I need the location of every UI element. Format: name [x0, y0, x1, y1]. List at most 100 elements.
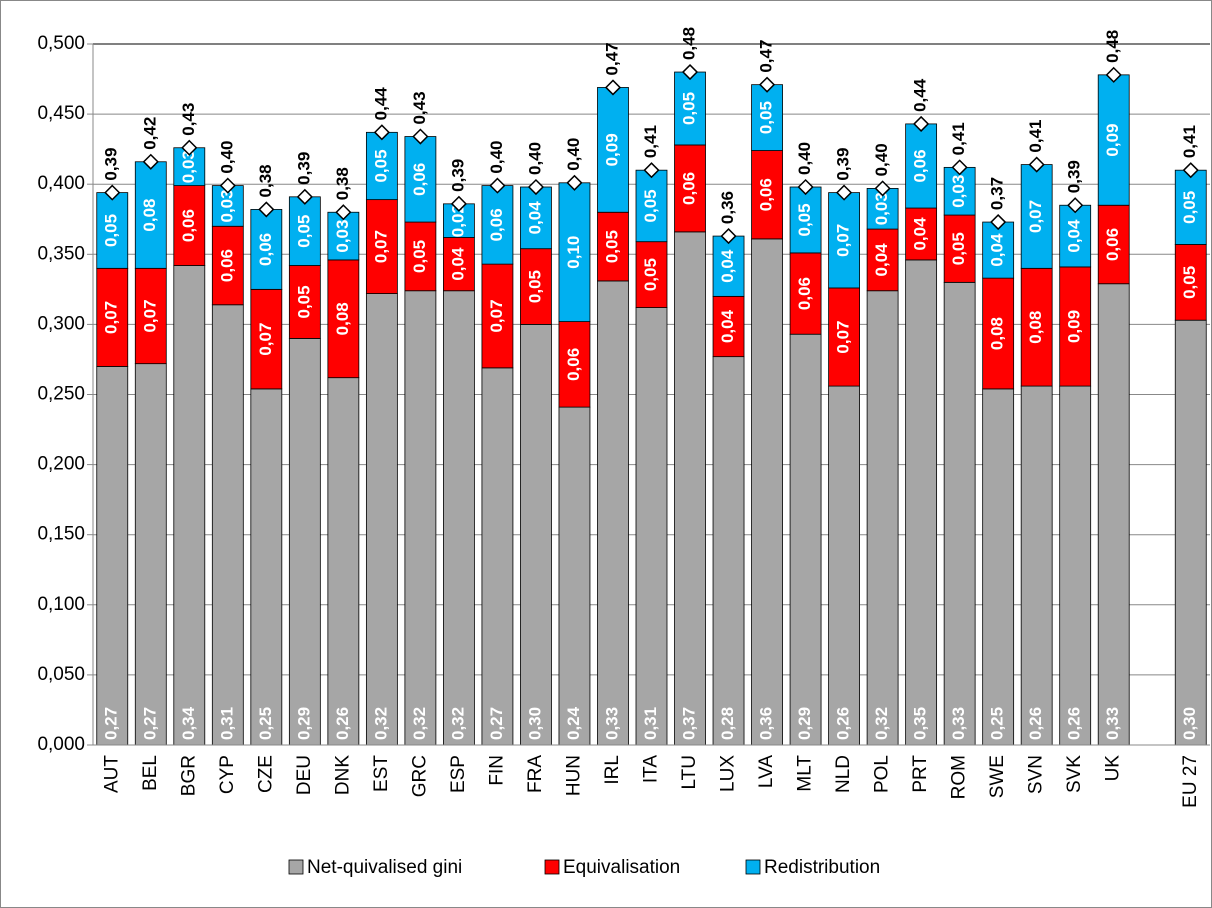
y-tick-label: 0,050 — [37, 664, 85, 685]
value-label: 0,09 — [1103, 123, 1122, 156]
value-label: 0,03 — [179, 150, 198, 183]
bar-segment — [211, 225, 244, 306]
total-label: 0,39 — [294, 152, 313, 185]
value-label: 0,29 — [795, 707, 814, 740]
bar-segment — [789, 252, 822, 335]
value-label: 0,25 — [256, 707, 275, 740]
value-label: 0,05 — [410, 240, 429, 273]
total-label: 0,40 — [525, 142, 544, 175]
total-marker — [258, 201, 275, 218]
bar-segment — [404, 290, 437, 746]
value-label: 0,05 — [294, 285, 313, 318]
bar-segment — [288, 265, 321, 339]
value-label: 0,07 — [834, 320, 853, 353]
x-tick-label: ITA — [641, 755, 662, 783]
bar-segment — [635, 307, 668, 746]
value-label: 0,08 — [140, 198, 159, 231]
bar-segment — [365, 131, 398, 201]
total-label: 0,39 — [448, 159, 467, 192]
x-tick-label: DEU — [294, 755, 315, 795]
x-tick-label: POL — [872, 755, 893, 793]
bar-segment — [211, 304, 244, 746]
total-marker — [836, 184, 853, 201]
bar-segment — [712, 295, 745, 358]
bar-segment — [250, 209, 283, 290]
y-tick-label: 0,300 — [37, 313, 85, 334]
y-tick-label: 0,100 — [37, 594, 85, 615]
value-label: 0,06 — [795, 277, 814, 310]
value-label: 0,07 — [834, 224, 853, 257]
x-tick-label: GRC — [409, 755, 430, 797]
value-label: 0,06 — [410, 163, 429, 196]
bar-segment — [96, 267, 129, 367]
value-label: 0,03 — [872, 192, 891, 225]
total-label: 0,40 — [217, 141, 236, 174]
bar-segment — [597, 211, 629, 282]
bar-segment — [789, 186, 822, 254]
bar-segment — [558, 406, 591, 746]
bar-segment — [712, 356, 745, 746]
x-tick-label: BEL — [140, 755, 161, 791]
bar-segment — [134, 363, 167, 746]
bar-segment — [943, 214, 976, 283]
total-label: 0,48 — [1103, 30, 1122, 63]
bar-segment — [481, 367, 514, 746]
bar-segment — [828, 385, 860, 746]
total-marker — [1067, 197, 1084, 214]
total-marker — [450, 195, 467, 212]
bar-segment — [365, 293, 398, 746]
bar-segment — [96, 192, 129, 269]
legend-label: Equivalisation — [563, 857, 680, 878]
legend-label: Redistribution — [764, 857, 880, 878]
y-tick-label: 0,450 — [37, 103, 85, 124]
x-tick-label: ESP — [448, 755, 469, 793]
value-label: 0,05 — [757, 101, 776, 134]
total-marker — [874, 180, 891, 197]
value-label: 0,26 — [1065, 707, 1084, 740]
value-label: 0,08 — [1026, 311, 1045, 344]
value-label: 0,27 — [102, 707, 121, 740]
value-label: 0,33 — [949, 707, 968, 740]
bar-segment — [481, 185, 514, 265]
value-label: 0,05 — [102, 214, 121, 247]
x-tick-label: FIN — [486, 755, 507, 786]
value-label: 0,31 — [641, 707, 660, 740]
bar-segment — [674, 231, 706, 746]
x-tick-label: ROM — [949, 755, 970, 799]
y-tick-label: 0,200 — [37, 454, 85, 475]
total-marker — [104, 184, 121, 201]
value-label: 0,27 — [140, 707, 159, 740]
total-label: 0,40 — [487, 141, 506, 174]
total-label: 0,43 — [410, 91, 429, 124]
bar-segment — [751, 84, 783, 151]
total-marker — [990, 213, 1007, 231]
total-marker — [566, 174, 583, 191]
bar-segment — [1059, 266, 1092, 387]
total-marker — [527, 178, 545, 196]
total-label: 0,39 — [1065, 160, 1084, 193]
bar-segment — [866, 228, 899, 292]
bar-segment — [905, 123, 938, 209]
bar-segment — [597, 280, 629, 746]
y-tick-label: 0,250 — [37, 384, 85, 405]
value-label: 0,05 — [1180, 191, 1199, 224]
bar-segment — [288, 338, 321, 746]
value-label: 0,25 — [988, 707, 1007, 740]
legend-swatch — [745, 859, 761, 875]
value-label: 0,32 — [371, 707, 390, 740]
bar-segment — [674, 144, 706, 233]
total-label: 0,44 — [371, 87, 390, 121]
bar-segment — [134, 161, 167, 269]
bar-segment — [1059, 385, 1092, 746]
total-marker — [720, 228, 737, 245]
value-label: 0,24 — [564, 706, 583, 740]
x-tick-label: CYP — [217, 755, 238, 794]
value-label: 0,05 — [641, 189, 660, 222]
value-label: 0,34 — [179, 706, 198, 740]
x-tick-label: PRT — [910, 755, 931, 793]
value-label: 0,32 — [872, 707, 891, 740]
bar-segment — [597, 87, 629, 213]
bar-segment — [982, 221, 1015, 279]
bar-segment — [173, 185, 206, 266]
value-label: 0,26 — [333, 707, 352, 740]
